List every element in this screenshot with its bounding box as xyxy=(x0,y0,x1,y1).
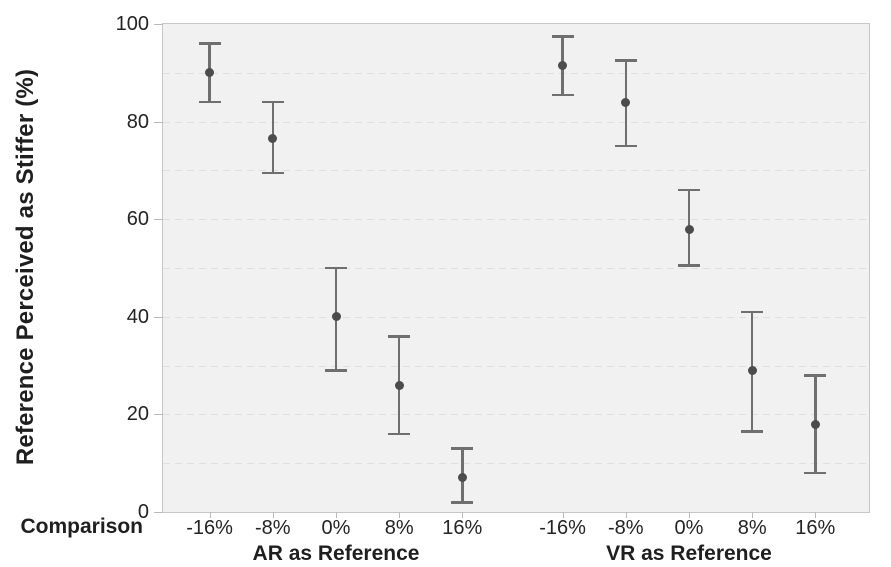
gridline xyxy=(163,365,869,367)
error-bar-cap-bottom xyxy=(678,264,700,267)
gridline xyxy=(163,170,869,172)
data-point xyxy=(747,366,757,375)
x-tick xyxy=(752,512,754,518)
x-tick-label: 0% xyxy=(674,517,704,539)
gridline xyxy=(163,268,869,269)
x-tick-label: -8% xyxy=(255,517,291,539)
data-point xyxy=(205,68,215,78)
error-bar-cap-bottom xyxy=(804,471,827,475)
x-axis-title: Comparison xyxy=(20,515,143,538)
y-tick-label: 20 xyxy=(126,403,149,426)
x-tick-label: -8% xyxy=(608,517,644,539)
plot-area: 0 20 40 60 80 100 AR as Reference -16% -8% 0% 8% 16… xyxy=(116,13,870,565)
x-tick xyxy=(562,512,564,518)
data-point xyxy=(457,473,467,483)
x-tick xyxy=(815,512,817,518)
error-bar-cap-top xyxy=(198,42,221,45)
error-bar-cap-top xyxy=(325,266,347,270)
x-tick-label: 8% xyxy=(384,517,414,539)
y-tick-label: 40 xyxy=(126,305,149,328)
x-tick xyxy=(399,512,401,518)
error-bar-cap-bottom xyxy=(551,93,574,96)
error-bar-cap-bottom xyxy=(614,144,637,148)
group-label: AR as Reference xyxy=(252,542,420,565)
gridline xyxy=(163,72,869,74)
y-tick xyxy=(154,414,163,416)
error-bar-cap-top xyxy=(451,447,474,450)
gridline xyxy=(163,219,869,221)
y-tick xyxy=(154,121,163,123)
gridline xyxy=(163,463,869,465)
gridline xyxy=(163,121,869,123)
y-tick-label: 100 xyxy=(115,13,149,35)
y-tick xyxy=(154,512,163,513)
error-bar-cap-top xyxy=(551,35,574,38)
data-point xyxy=(558,61,568,70)
error-bar-cap-bottom xyxy=(741,430,764,433)
error-bar-cap-bottom xyxy=(198,100,221,104)
y-tick-label: 60 xyxy=(126,208,149,231)
x-tick-label: 8% xyxy=(737,517,767,539)
error-bar-cap-bottom xyxy=(325,369,347,372)
y-tick xyxy=(154,24,163,25)
gridline xyxy=(163,316,869,318)
data-point xyxy=(394,380,404,390)
data-point xyxy=(331,312,341,322)
error-bar-cap-bottom xyxy=(451,501,474,504)
error-bar-cap-bottom xyxy=(261,171,284,175)
y-axis-title: Reference Perceived as Stiffer (%) xyxy=(12,68,39,466)
x-tick xyxy=(625,512,627,518)
x-tick xyxy=(462,512,464,518)
x-tick-label: -16% xyxy=(186,517,233,539)
error-bar-cap-top xyxy=(614,59,637,62)
x-tick xyxy=(336,512,337,518)
x-tick xyxy=(689,512,690,518)
group-label: VR as Reference xyxy=(606,542,772,565)
data-point xyxy=(268,134,278,144)
x-tick-label: 16% xyxy=(795,517,836,539)
error-bar-cap-top xyxy=(261,100,284,104)
y-tick-label: 80 xyxy=(126,110,149,133)
x-tick xyxy=(209,512,211,518)
y-tick-label: 0 xyxy=(137,501,149,523)
x-tick-label: 16% xyxy=(442,517,483,539)
y-tick xyxy=(154,219,163,221)
gridline xyxy=(163,414,869,416)
data-point xyxy=(621,97,631,107)
error-bar-cap-top xyxy=(388,335,411,338)
error-bar-cap-top xyxy=(804,374,827,377)
data-point xyxy=(810,419,820,429)
y-tick xyxy=(154,316,163,318)
x-tick-label: 0% xyxy=(321,517,351,539)
error-bar-cap-top xyxy=(741,310,764,314)
x-tick xyxy=(272,512,274,518)
data-point xyxy=(684,224,694,234)
x-tick-label: -16% xyxy=(539,517,586,539)
error-bar-cap-top xyxy=(678,188,700,192)
error-bar-cap-bottom xyxy=(388,432,411,436)
